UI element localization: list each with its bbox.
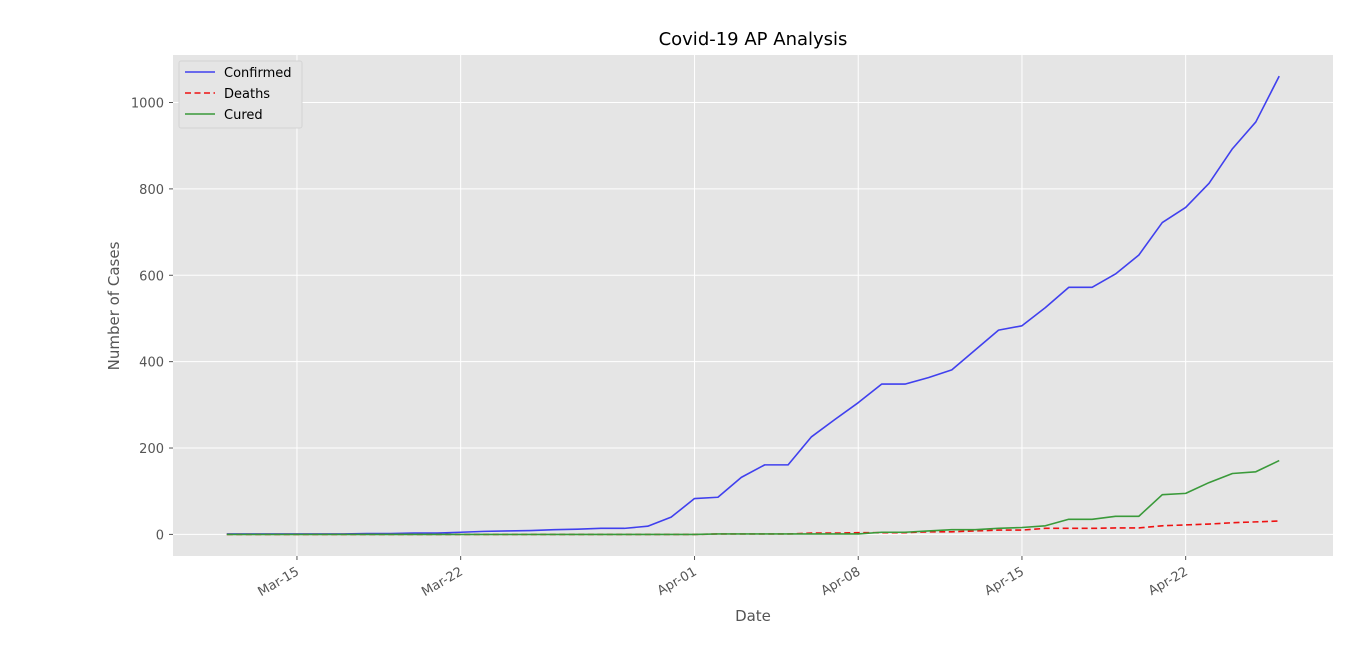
legend-label-deaths: Deaths [224,87,270,102]
grid-lines [173,55,1333,556]
series-layer [226,75,1280,536]
y-axis-label: Number of Cases [105,241,123,370]
y-tick-label: 1000 [131,97,164,112]
x-axis-label: Date [735,607,771,625]
x-tick-label: Mar-15 [256,564,302,599]
y-tick-label: 0 [156,528,164,543]
x-tick-label: Mar-22 [419,564,465,599]
legend: Confirmed Deaths Cured [178,60,303,129]
chart-title: Covid-19 AP Analysis [659,29,848,50]
legend-box [178,60,303,129]
x-axis-ticks: Mar-15 Mar-22 Apr-01 Apr-08 Apr-15 Apr-22 [256,556,1191,600]
plot-background [173,55,1333,556]
x-tick-label: Apr-15 [982,564,1027,598]
y-tick-label: 200 [139,442,164,457]
y-tick-label: 800 [139,183,164,198]
y-tick-label: 400 [139,356,164,371]
x-tick-label: Apr-22 [1146,564,1191,598]
x-tick-label: Apr-08 [819,564,864,598]
series-line-cured [226,459,1280,536]
y-tick-label: 600 [139,269,164,284]
x-tick-label: Apr-01 [655,564,700,598]
y-axis-ticks: 0 200 400 600 800 1000 [131,97,173,543]
legend-label-cured: Cured [224,108,263,123]
series-line-confirmed [226,75,1280,535]
legend-label-confirmed: Confirmed [224,66,292,81]
